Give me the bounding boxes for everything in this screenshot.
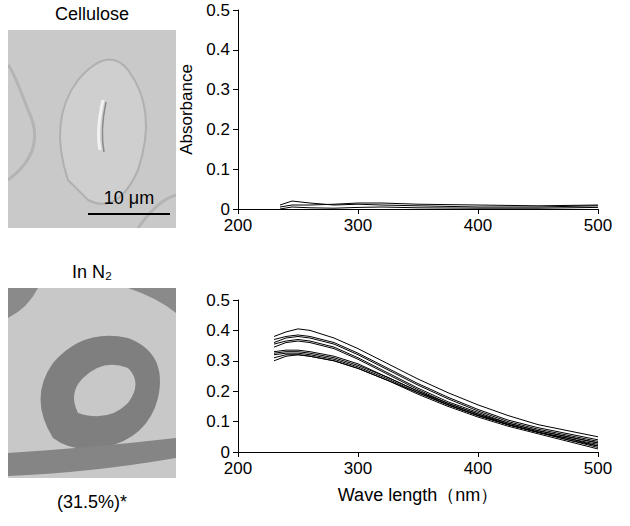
svg-text:Wave length（nm）: Wave length（nm） [338, 485, 498, 505]
svg-text:400: 400 [464, 459, 492, 478]
html-text:(31.5%)*: (31.5%)* [57, 492, 127, 512]
svg-text:0.1: 0.1 [206, 160, 230, 179]
svg-text:Absorbance: Absorbance [177, 64, 196, 155]
svg-text:0.3: 0.3 [206, 80, 230, 99]
svg-text:0: 0 [220, 442, 230, 462]
svg-text:0.2: 0.2 [206, 382, 230, 401]
svg-text:0.3: 0.3 [206, 351, 230, 370]
svg-text:0.4: 0.4 [206, 40, 230, 59]
svg-text:200: 200 [224, 459, 252, 478]
svg-text:200: 200 [224, 216, 252, 235]
svg-text:10 μm: 10 μm [104, 188, 154, 208]
svg-text:0: 0 [220, 199, 230, 219]
svg-text:300: 300 [344, 216, 372, 235]
svg-text:0.1: 0.1 [206, 412, 230, 431]
svg-text:0.2: 0.2 [206, 120, 230, 139]
svg-text:300: 300 [344, 459, 372, 478]
svg-text:0.5: 0.5 [206, 291, 230, 310]
svg-text:0.4: 0.4 [206, 321, 230, 340]
svg-text:400: 400 [464, 216, 492, 235]
html-text:In N₂: In N₂ [72, 262, 112, 282]
svg-text:0.5: 0.5 [206, 1, 230, 20]
svg-text:500: 500 [584, 216, 612, 235]
svg-text:500: 500 [584, 459, 612, 478]
html-text:Cellulose: Cellulose [55, 4, 129, 24]
